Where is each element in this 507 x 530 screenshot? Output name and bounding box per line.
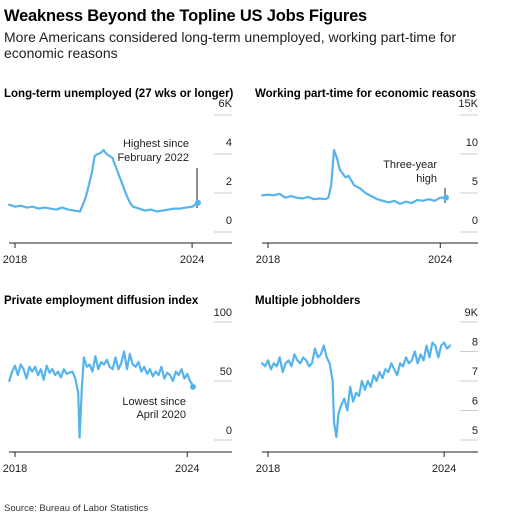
y-tick-label: 4 [226,137,232,149]
y-tick-label: 50 [220,366,232,378]
y-tick-label: 2 [226,176,232,188]
panel-title: Private employment diffusion index [4,295,199,307]
series-line [261,341,452,439]
annotation-marker [190,383,196,390]
y-tick-label: 0 [226,215,232,227]
x-tick-label: 2018 [3,463,27,475]
series-line [8,149,200,213]
panel-part-time-economic: Working part-time for economic reasons 0 5… [255,88,479,266]
panel-title: Multiple jobholders [255,295,360,307]
y-tick-label: 5 [472,176,478,188]
y-tick-label: 9K [465,307,479,319]
x-tick-label: 2018 [256,463,280,475]
x-tick-label: 2024 [432,463,456,475]
y-tick-label: 0 [472,215,478,227]
annotation-text: April 2020 [136,409,186,421]
panel-diffusion-index: Private employment diffusion index 0 50 100… [3,295,232,475]
annotation-text: high [416,173,437,185]
annotation-text: Three-year [383,159,437,171]
y-tick-label: 8 [472,337,478,349]
y-tick-label: 6 [472,396,478,408]
x-tick-label: 2024 [428,254,452,266]
y-tick-label: 100 [214,307,232,319]
y-tick-label: 7 [472,366,478,378]
panel-title: Long-term unemployed (27 wks or longer) [4,88,234,100]
y-tick-label: 6K [219,98,233,110]
chart-title: Weakness Beyond the Topline US Jobs Figu… [4,7,368,25]
y-tick-label: 5 [472,425,478,437]
y-tick-label: 15K [458,98,478,110]
annotation-text: Highest since [123,138,189,150]
x-tick-label: 2018 [3,254,27,266]
annotation-marker [195,199,201,206]
panel-multiple-jobholders: Multiple jobholders 5 6 7 8 9K 2018 2024 [255,295,479,475]
annotation-text: Lowest since [122,396,186,408]
x-tick-label: 2024 [180,254,204,266]
y-tick-label: 0 [226,425,232,437]
x-tick-label: 2018 [256,254,280,266]
source-note: Source: Bureau of Labor Statistics [4,503,149,514]
annotation-text: February 2022 [117,152,189,164]
series-line [8,350,195,439]
annotation-marker [443,194,449,201]
x-tick-label: 2024 [175,463,199,475]
panel-title: Working part-time for economic reasons [255,88,476,100]
chart-subtitle: More Americans considered long-term unem… [4,29,457,61]
series-line [261,149,448,205]
y-tick-label: 10 [466,137,478,149]
panel-long-term-unemployed: Long-term unemployed (27 wks or longer) 0… [3,88,234,266]
